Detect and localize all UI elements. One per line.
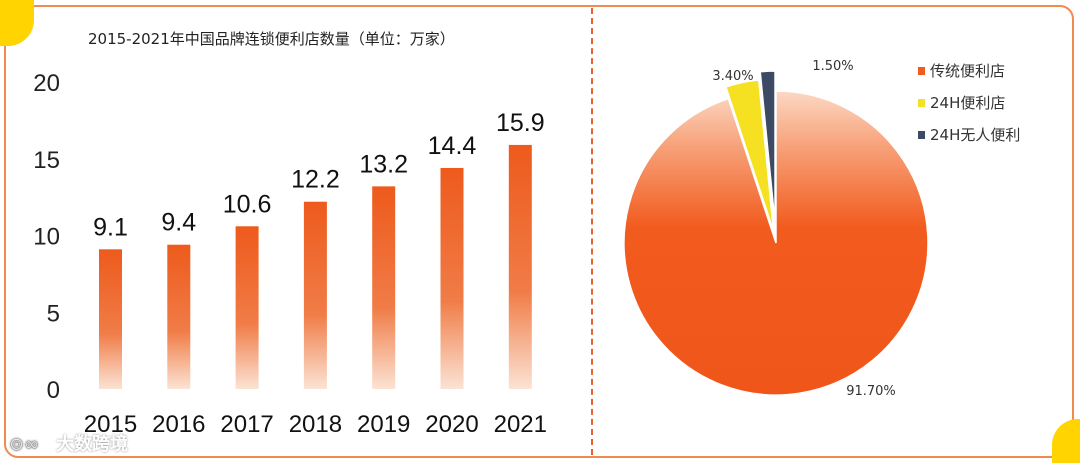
legend-label: 24H无人便利	[930, 126, 1020, 144]
pie-value-label: 3.40%	[712, 69, 753, 84]
y-tick-label: 10	[33, 224, 60, 251]
pie-slice	[759, 70, 776, 224]
bar	[99, 249, 122, 389]
pie-value-label: 91.70%	[846, 384, 896, 399]
y-tick-label: 15	[33, 147, 60, 174]
legend-label: 24H便利店	[930, 94, 1005, 112]
watermark-logo-icon: ⊙∞	[9, 434, 39, 455]
bar-value-label: 9.4	[161, 209, 196, 237]
y-axis-ticks: 0 5 10 15 20	[33, 70, 60, 404]
pie-value-labels: 91.70% 3.40% 1.50%	[712, 59, 895, 399]
bar-value-label: 15.9	[496, 109, 545, 137]
x-tick-label: 2018	[289, 411, 342, 438]
bar-value-label: 12.2	[291, 166, 340, 194]
bar	[167, 244, 191, 389]
legend-swatch	[918, 67, 925, 75]
bar	[372, 186, 396, 389]
pie-legend: 传统便利店 24H便利店 24H无人便利	[918, 62, 1020, 144]
bar	[508, 144, 532, 389]
bar	[440, 167, 464, 389]
bar-value-labels: 9.1 9.4 10.6 12.2 13.2 14.4 15.9	[93, 109, 545, 241]
bar	[303, 201, 327, 389]
watermark-text: 大数跨境	[56, 434, 128, 455]
x-tick-label: 2020	[425, 411, 478, 438]
pie-slice	[623, 90, 929, 396]
y-tick-label: 0	[47, 377, 60, 404]
x-tick-label: 2017	[220, 411, 273, 438]
watermark: ⊙∞ 大数跨境	[8, 428, 128, 458]
x-axis-ticks: 2015 2016 2017 2018 2019 2020 2021	[84, 411, 547, 438]
bar-value-label: 14.4	[428, 132, 477, 160]
panel-divider	[591, 8, 593, 455]
x-tick-label: 2019	[357, 411, 410, 438]
bar	[235, 226, 259, 389]
pie-value-label: 1.50%	[812, 59, 853, 74]
bar-value-label: 10.6	[223, 190, 272, 218]
bar-value-label: 9.1	[93, 213, 128, 241]
bar-series	[99, 144, 532, 389]
legend-label: 传统便利店	[930, 62, 1005, 80]
svg-text:⊙∞: ⊙∞	[9, 434, 39, 455]
x-tick-label: 2016	[152, 411, 205, 438]
x-tick-label: 2021	[494, 411, 547, 438]
bar-value-label: 13.2	[359, 150, 408, 178]
x-tick-label: 2015	[84, 411, 137, 438]
bar-chart-title: 2015-2021年中国品牌连锁便利店数量（单位：万家）	[88, 30, 455, 48]
pie-slice	[724, 79, 775, 232]
legend-swatch	[918, 99, 925, 107]
y-tick-label: 20	[33, 70, 60, 97]
y-tick-label: 5	[47, 300, 60, 327]
legend-swatch	[918, 131, 925, 139]
bar-chart: 2015-2021年中国品牌连锁便利店数量（单位：万家） 0 5 10 15 20 9.…	[33, 30, 547, 438]
pie-slices	[623, 70, 929, 396]
